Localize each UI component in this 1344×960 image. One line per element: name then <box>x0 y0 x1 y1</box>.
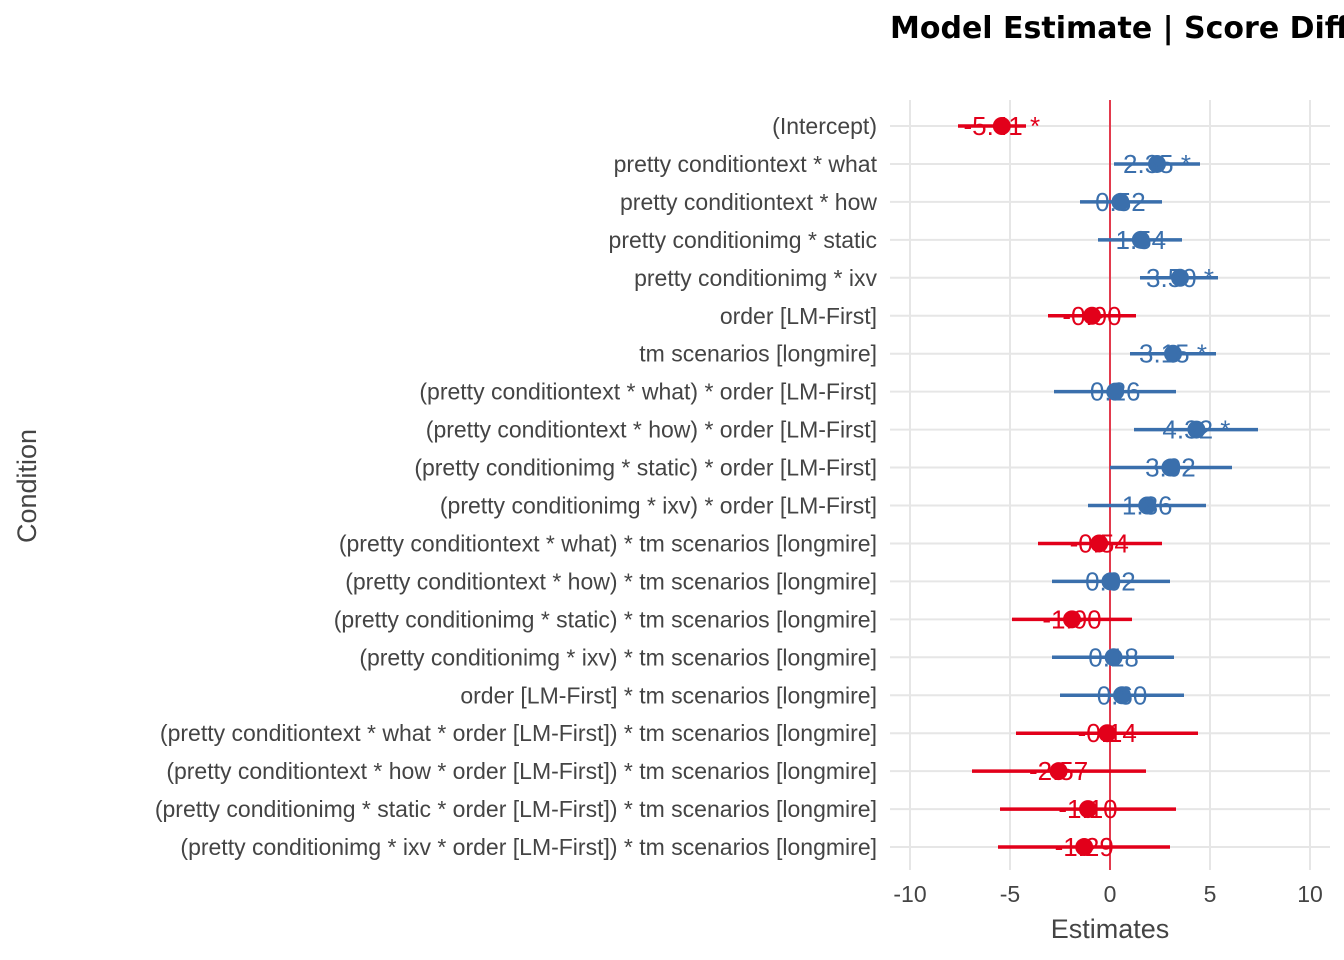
x-tick-label: -5 <box>1000 881 1020 907</box>
x-tick-label: 0 <box>1104 881 1117 907</box>
estimate-label: 4.32 * <box>1162 415 1230 445</box>
estimate-point <box>1063 610 1081 629</box>
marks: -5.41 * 2.35 * 0.52 1.54 3.50 * -0.90 3.15 * 0.… <box>958 111 1258 862</box>
estimate-label: 0.52 <box>1095 187 1146 217</box>
estimate-point <box>1164 344 1182 363</box>
y-tick-label: (pretty conditiontext * what) * tm scena… <box>339 530 877 556</box>
estimate-point <box>1101 572 1120 591</box>
y-tick-label: (pretty conditionimg * static * order [L… <box>155 796 877 822</box>
estimate-point <box>1106 382 1125 401</box>
estimate-point <box>1104 648 1123 667</box>
y-tick-label: (pretty conditionimg * ixv * order [LM-F… <box>180 834 877 860</box>
y-tick-label: (pretty conditiontext * what) * order [L… <box>419 379 877 405</box>
estimate-point <box>1138 496 1157 515</box>
estimate-label: 0.18 <box>1088 642 1139 672</box>
estimate-label: -1.10 <box>1058 794 1117 824</box>
estimate-point <box>1079 800 1097 819</box>
estimate-point <box>1083 306 1101 325</box>
estimate-label: -2.57 <box>1029 756 1088 786</box>
y-tick-label: (Intercept) <box>772 113 877 139</box>
estimate-label: -5.41 * <box>963 111 1040 141</box>
estimate-label: -0.54 <box>1070 528 1129 558</box>
estimate-label: 3.15 * <box>1139 339 1207 369</box>
estimate-point <box>1049 762 1068 781</box>
y-tick-label: order [LM-First] * tm scenarios [longmir… <box>460 682 877 708</box>
x-tick-label: 10 <box>1297 881 1323 907</box>
chart-title: Model Estimate | Score Difference <box>890 11 1344 46</box>
estimate-point <box>1113 686 1131 705</box>
estimate-label: 2.35 * <box>1123 149 1191 179</box>
estimate-label: -0.14 <box>1078 718 1137 748</box>
estimate-point <box>1171 268 1189 287</box>
estimate-label: 1.86 <box>1122 491 1173 521</box>
y-tick-label: pretty conditiontext * how <box>620 189 877 215</box>
estimate-label: 3.02 <box>1145 453 1196 483</box>
y-tick-label: (pretty conditiontext * how) * tm scenar… <box>345 568 877 594</box>
estimate-label: 1.54 <box>1115 225 1166 255</box>
y-tick-label: (pretty conditionimg * static) * order [… <box>414 455 877 481</box>
y-tick-label: (pretty conditiontext * how) * order [LM… <box>426 417 877 443</box>
x-axis-tick-labels: -10 -5 0 5 10 <box>893 881 1322 907</box>
estimate-label: 3.50 * <box>1146 263 1214 293</box>
estimate-point <box>1131 230 1150 249</box>
y-tick-label: (pretty conditionimg * ixv) * tm scenari… <box>359 644 877 670</box>
estimate-label: -1.90 <box>1042 604 1101 634</box>
estimate-point <box>1111 192 1130 211</box>
estimate-point <box>1090 534 1109 553</box>
estimate-point <box>1098 724 1117 743</box>
estimate-label: 0.26 <box>1090 377 1141 407</box>
y-tick-label: pretty conditiontext * what <box>614 151 878 177</box>
y-axis-tick-labels: (Intercept) pretty conditiontext * what pr… <box>155 113 878 860</box>
y-tick-label: (pretty conditiontext * how * order [LM-… <box>166 758 877 784</box>
y-tick-label: pretty conditionimg * static <box>609 227 877 253</box>
estimate-point <box>992 117 1011 135</box>
y-tick-label: tm scenarios [longmire] <box>639 341 877 367</box>
estimate-label: -0.90 <box>1062 301 1121 331</box>
y-tick-label: (pretty conditionimg * static) * tm scen… <box>334 606 877 632</box>
y-axis-label: Condition <box>12 429 42 543</box>
x-tick-label: -10 <box>893 881 926 907</box>
x-tick-label: 5 <box>1204 881 1217 907</box>
y-tick-label: (pretty conditiontext * what * order [LM… <box>160 720 877 746</box>
estimate-label: 0.02 <box>1085 566 1136 596</box>
y-tick-label: order [LM-First] <box>720 303 877 329</box>
y-tick-label: (pretty conditionimg * ixv) * order [LM-… <box>440 493 877 519</box>
estimate-label: -1.29 <box>1055 832 1114 862</box>
estimate-label: 0.60 <box>1097 680 1148 710</box>
estimate-point <box>1075 838 1094 857</box>
estimate-point <box>1187 420 1206 439</box>
y-tick-label: pretty conditionimg * ixv <box>634 265 877 291</box>
estimate-point <box>1161 458 1180 477</box>
x-axis-label: Estimates <box>1051 914 1170 944</box>
estimate-point <box>1148 154 1166 173</box>
